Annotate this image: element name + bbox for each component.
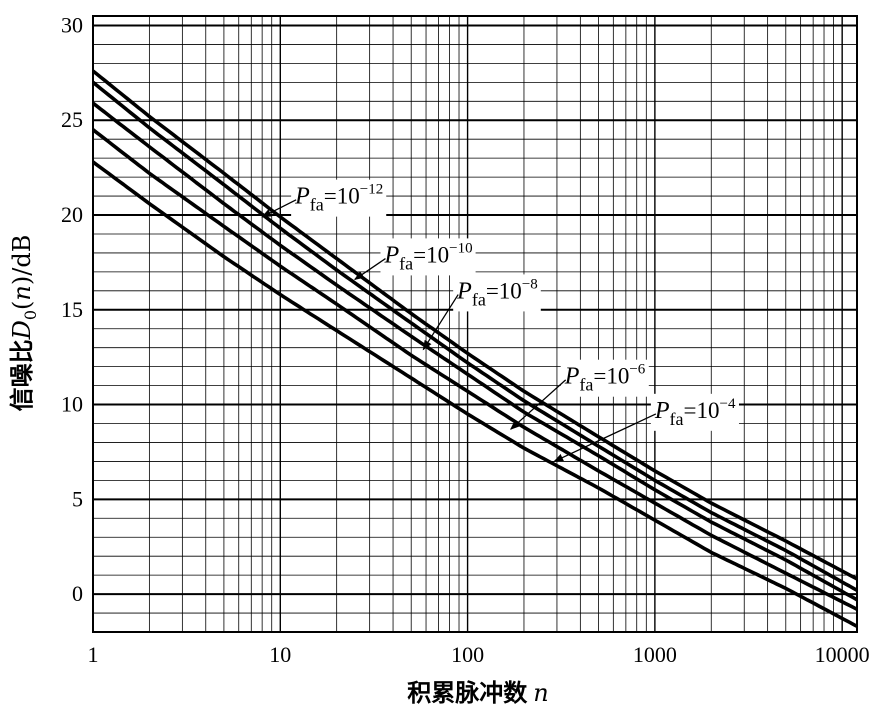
y-axis-title-var: D (8, 320, 36, 340)
y-axis-title-paren-open: ( (8, 301, 36, 310)
series-label-text: Pfa=10−6 (564, 362, 646, 395)
y-tick-label: 0 (72, 581, 83, 606)
series-label-sup: −12 (360, 182, 383, 198)
series-label-p: P (564, 364, 580, 390)
x-axis-title-cjk: 积累脉冲数 (407, 678, 528, 707)
series-label-main: =10 (486, 278, 522, 303)
series-label-0: Pfa=10−12 (261, 179, 387, 218)
series-label-sub: fa (670, 409, 684, 429)
y-tick-labels: 0 5 10 15 20 25 30 (61, 12, 83, 606)
series-line-4 (91, 160, 858, 628)
y-axis-title-arg: n (8, 285, 36, 300)
x-axis-title-var: n (533, 679, 548, 707)
y-tick-label: 10 (61, 392, 83, 417)
series-label-bg (291, 179, 387, 217)
y-axis-title: 信噪比D0(n)/dB (7, 235, 40, 412)
series-label-main: =10 (593, 364, 629, 389)
series-label-text: Pfa=10−10 (383, 240, 472, 273)
series-label-main: =10 (324, 184, 360, 209)
series-label-arrow (510, 379, 567, 430)
series-label-sup: −6 (629, 362, 645, 378)
series-label-2: Pfa=10−8 (422, 274, 541, 351)
series-label-bg (560, 359, 649, 397)
series-label-p: P (383, 242, 399, 268)
series-label-sup: −10 (449, 240, 472, 256)
y-axis-title-unit: /dB (8, 235, 36, 276)
series-label-arrow (553, 413, 657, 463)
x-tick-labels: 1 10 100 1000 10000 (88, 642, 870, 667)
series-curves (91, 69, 858, 628)
series-label-4: Pfa=10−4 (553, 393, 739, 463)
y-tick-label: 5 (72, 486, 83, 511)
series-line-2 (91, 101, 858, 602)
series-label-arrow (353, 258, 386, 281)
y-axis-title-sub: 0 (21, 310, 40, 320)
x-tick-label: 1 (88, 642, 99, 667)
series-line-0 (91, 69, 858, 581)
x-tick-label: 100 (451, 642, 484, 667)
series-label-main: =10 (684, 398, 720, 423)
series-label-text: Pfa=10−12 (294, 182, 383, 215)
series-label-text: Pfa=10−4 (654, 396, 736, 429)
series-label-text: Pfa=10−8 (456, 276, 538, 309)
y-tick-label: 25 (61, 107, 83, 132)
series-line-1 (91, 80, 858, 592)
x-tick-label: 1000 (633, 642, 677, 667)
series-label-sub: fa (310, 195, 324, 215)
plot-frame (92, 15, 858, 633)
series-label-sup: −4 (720, 396, 736, 412)
x-tick-label: 10000 (815, 642, 870, 667)
series-label-1: Pfa=10−10 (353, 238, 476, 281)
y-tick-label: 15 (61, 297, 83, 322)
y-tick-label: 20 (61, 202, 83, 227)
series-label-arrow (261, 199, 297, 218)
series-label-sub: fa (472, 289, 486, 309)
series-label-sup: −8 (522, 276, 538, 292)
y-axis-title-paren-close: ) (8, 276, 36, 285)
series-label-bg (380, 238, 476, 276)
series-label-bg (453, 274, 541, 312)
series-label-p: P (456, 278, 472, 304)
series-label-main: =10 (413, 242, 449, 267)
series-annotations: Pfa=10−12Pfa=10−10Pfa=10−8Pfa=10−6Pfa=10… (261, 179, 739, 463)
y-tick-label: 30 (61, 12, 83, 37)
y-axis-title-cjk: 信噪比 (7, 339, 36, 411)
series-label-p: P (294, 184, 310, 210)
series-label-sub: fa (579, 375, 593, 395)
series-label-bg (650, 393, 739, 431)
x-axis-title: 积累脉冲数 n (407, 678, 548, 707)
series-label-3: Pfa=10−6 (510, 359, 649, 430)
series-label-arrow (422, 294, 459, 351)
series-line-3 (91, 128, 858, 611)
series-label-sub: fa (399, 253, 413, 273)
series-label-p: P (654, 398, 670, 424)
x-tick-label: 10 (269, 642, 291, 667)
